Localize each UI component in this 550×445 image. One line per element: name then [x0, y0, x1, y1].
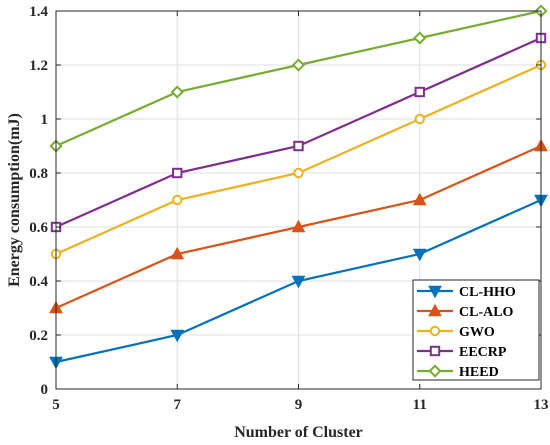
legend-item: EECRP [417, 345, 507, 360]
legend-label: CL-ALO [459, 305, 514, 320]
x-tick-label: 13 [534, 397, 549, 413]
x-axis-label: Number of Cluster [234, 424, 363, 441]
series-lines [49, 4, 548, 370]
data-point [170, 246, 185, 260]
series-cl-hho [49, 194, 548, 370]
data-point [291, 275, 306, 289]
data-point [293, 167, 304, 179]
x-tick-label: 7 [174, 397, 182, 413]
series-cl-alo [49, 138, 548, 314]
legend-item: HEED [417, 364, 499, 380]
data-point [172, 167, 183, 179]
legend-label: GWO [459, 325, 495, 340]
legend-item: CL-HHO [417, 285, 516, 300]
data-point [291, 219, 306, 233]
y-tick-label: 0.2 [29, 328, 48, 344]
legend-label: HEED [459, 365, 499, 380]
legend-label: EECRP [459, 345, 507, 360]
x-tick-label: 11 [413, 397, 427, 413]
legend-marker [429, 345, 441, 357]
legend-marker [428, 364, 442, 378]
data-point [170, 329, 185, 343]
data-point [414, 86, 425, 98]
legend: CL-HHO CL-ALO GWO EECRP HEED [412, 279, 540, 381]
x-tick-label: 5 [52, 397, 60, 413]
data-point [413, 31, 427, 45]
axis-ticks: 5 7 9 11 13 0 0.2 0.4 0.6 0.8 1 1.2 1.4 [29, 4, 548, 413]
data-point [412, 248, 427, 262]
series-heed [49, 4, 548, 153]
data-point [172, 194, 183, 206]
y-tick-label: 1 [41, 112, 49, 128]
y-tick-label: 0.6 [29, 220, 48, 236]
y-tick-label: 1.4 [29, 4, 48, 20]
y-tick-label: 0.8 [29, 166, 48, 182]
data-point [412, 192, 427, 206]
legend-item: GWO [417, 325, 495, 340]
legend-item: CL-ALO [417, 303, 514, 320]
data-point [293, 140, 304, 152]
legend-label: CL-HHO [459, 285, 516, 300]
legend-marker [428, 285, 442, 299]
legend-marker [428, 303, 442, 317]
data-point [170, 85, 184, 99]
data-point [291, 58, 306, 72]
y-tick-label: 1.2 [29, 58, 48, 74]
y-tick-label: 0 [41, 382, 49, 398]
legend-marker [429, 325, 441, 337]
y-tick-label: 0.4 [29, 274, 48, 290]
x-tick-label: 9 [295, 397, 303, 413]
y-axis-label: Energy consumption(mJ) [6, 113, 23, 287]
data-point [414, 113, 425, 125]
